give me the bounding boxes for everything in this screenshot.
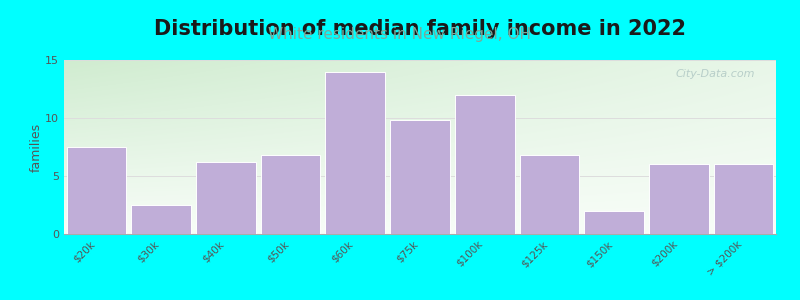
Bar xyxy=(585,211,644,234)
Bar xyxy=(649,164,709,234)
Bar xyxy=(520,155,579,234)
Bar xyxy=(455,95,514,234)
Text: City-Data.com: City-Data.com xyxy=(675,69,754,79)
Bar xyxy=(261,155,320,234)
Y-axis label: families: families xyxy=(30,122,42,172)
Title: Distribution of median family income in 2022: Distribution of median family income in … xyxy=(154,19,686,39)
Bar xyxy=(714,164,774,234)
Bar xyxy=(66,147,126,234)
Bar xyxy=(196,162,255,234)
Bar xyxy=(390,120,450,234)
Bar xyxy=(326,72,385,234)
Text: White residents in New Riegel, OH: White residents in New Riegel, OH xyxy=(269,27,531,42)
Bar xyxy=(131,205,191,234)
